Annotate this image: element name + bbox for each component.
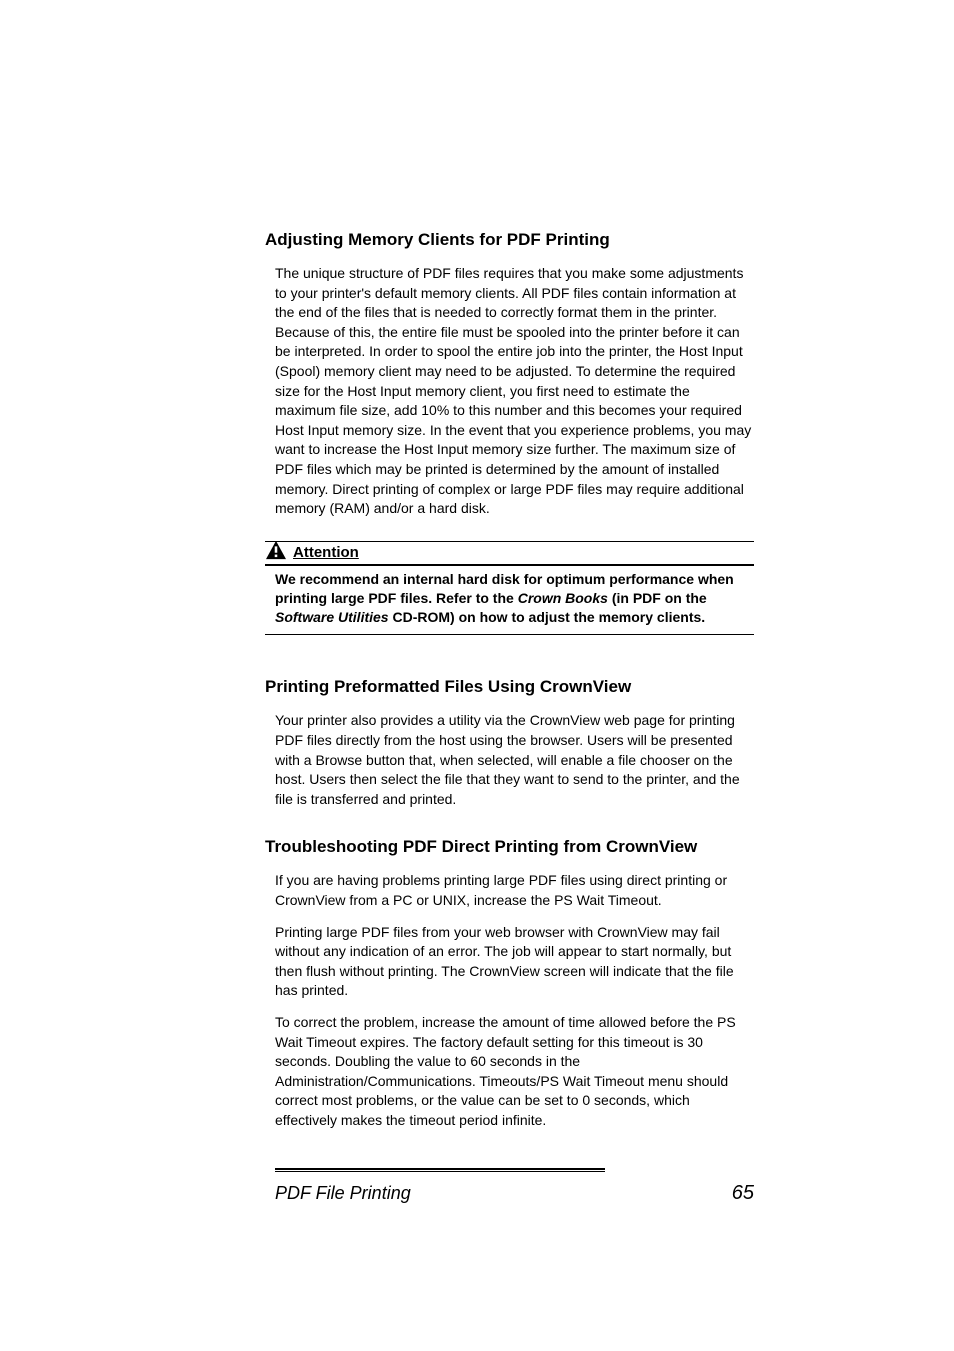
section1-body: The unique structure of PDF files requir… (275, 264, 754, 519)
page-content: Adjusting Memory Clients for PDF Printin… (0, 0, 954, 1130)
attention-italic1: Crown Books (518, 590, 608, 606)
attention-text-suffix: CD-ROM) on how to adjust the memory clie… (389, 609, 706, 625)
footer-line: PDF File Printing 65 (275, 1182, 754, 1205)
section2-body: Your printer also provides a utility via… (275, 711, 754, 809)
section3-heading: Troubleshooting PDF Direct Printing from… (265, 837, 754, 857)
attention-body: We recommend an internal hard disk for o… (265, 566, 754, 636)
footer-page-number: 65 (732, 1182, 754, 1205)
attention-box: Attention We recommend an internal hard … (265, 541, 754, 636)
footer-rule (275, 1168, 605, 1172)
section3-p3: To correct the problem, increase the amo… (275, 1013, 754, 1131)
section3-p2: Printing large PDF files from your web b… (275, 923, 754, 1001)
footer-title: PDF File Printing (275, 1183, 411, 1204)
section2-heading: Printing Preformatted Files Using CrownV… (265, 677, 754, 697)
section3-p1: If you are having problems printing larg… (275, 871, 754, 910)
attention-text-mid: (in PDF on the (608, 590, 707, 606)
page-footer: PDF File Printing 65 (275, 1168, 754, 1205)
attention-header: Attention (265, 541, 754, 566)
attention-label: Attention (293, 544, 359, 561)
warning-triangle-icon (265, 540, 287, 560)
attention-italic2: Software Utilities (275, 609, 389, 625)
section1-heading: Adjusting Memory Clients for PDF Printin… (265, 230, 754, 250)
